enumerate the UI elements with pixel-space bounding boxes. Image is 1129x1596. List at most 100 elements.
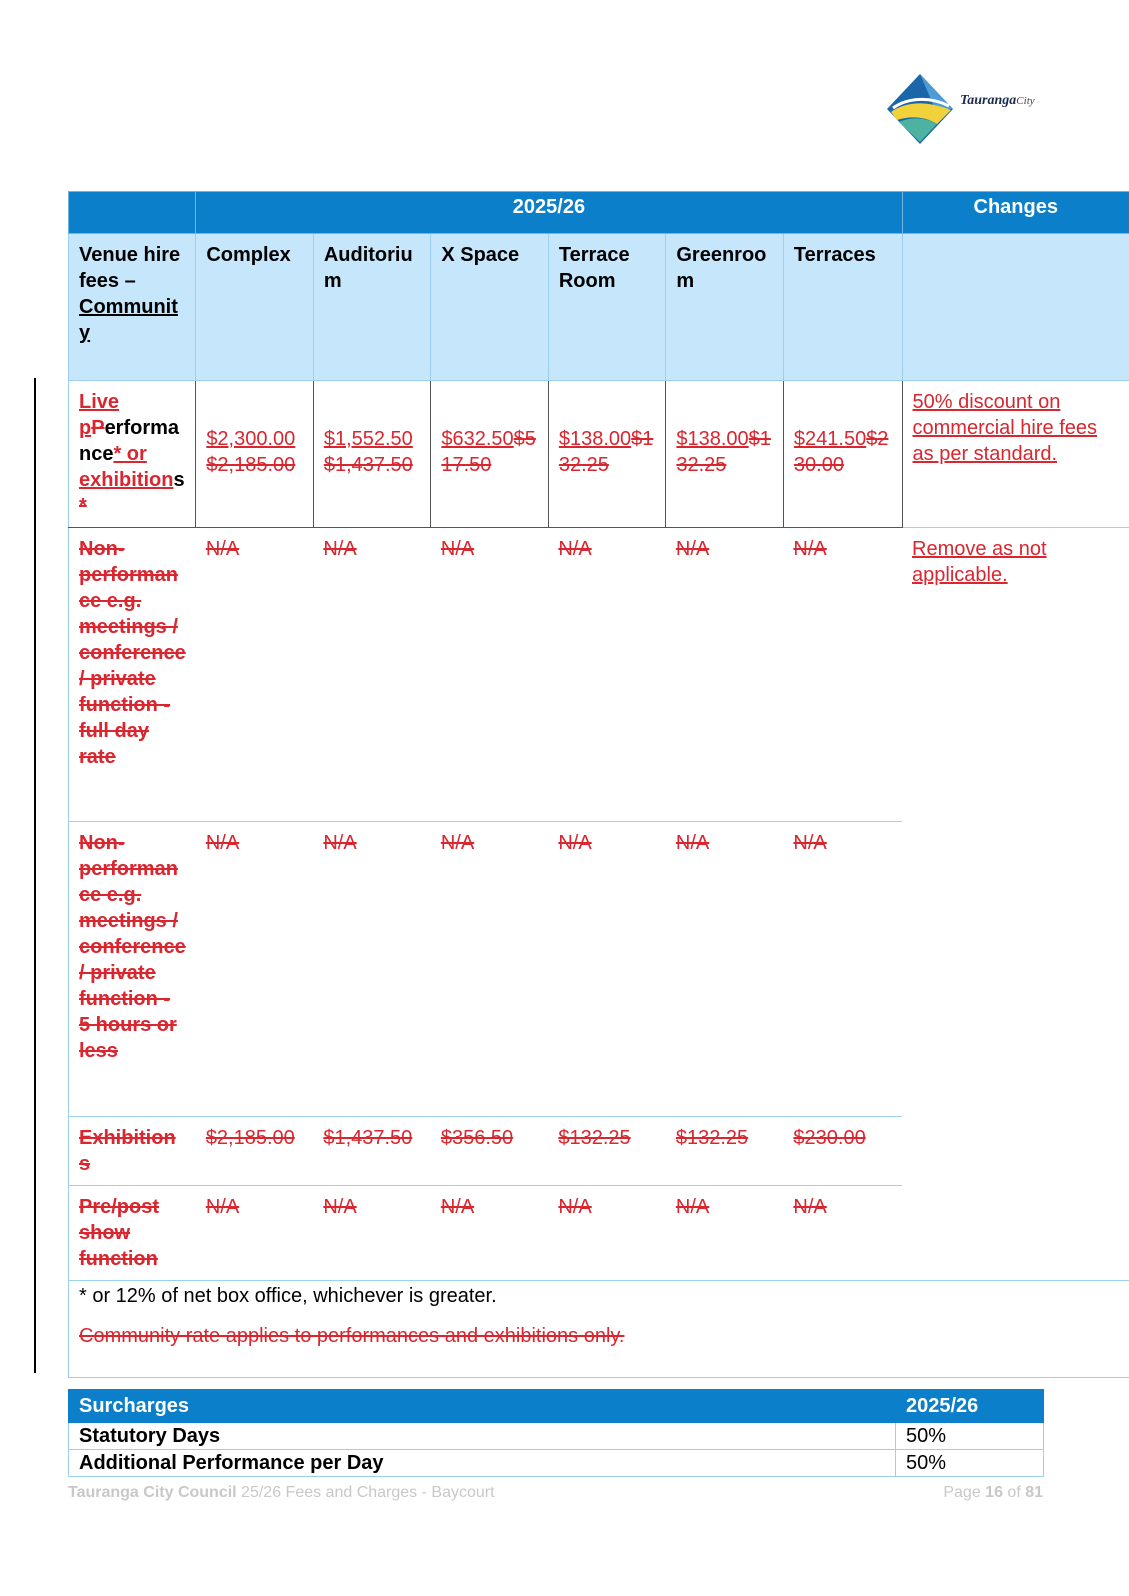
logo-city: City	[1016, 95, 1035, 107]
col-complex: Complex	[195, 233, 314, 381]
live-greenroom: $138.00$132.25	[665, 380, 784, 528]
table-row-live-performance: Live pPerformance* or exhibitions * $2,30…	[67, 380, 1129, 528]
deleted-row-label: Non-performance e.g. meetings / conferen…	[67, 821, 196, 1117]
label-del-p: P	[91, 417, 105, 439]
col-x-space: X Space	[430, 233, 549, 381]
label-s: s	[173, 469, 185, 491]
value-old: $230.00	[793, 428, 889, 476]
table-row: Additional Performance per Day 50%	[68, 1449, 1044, 1477]
header-blank	[67, 191, 197, 234]
year-header: 2025/26	[195, 191, 903, 234]
box-office-note: * or 12% of net box office, whichever is…	[79, 1285, 497, 1307]
page-current: 16	[985, 1484, 1003, 1501]
value-new: $2,300.00	[206, 428, 296, 450]
table-cell: N/A	[195, 821, 314, 1117]
table-cell: N/A	[548, 821, 666, 1117]
changes-header: Changes	[901, 191, 1129, 234]
surcharges-header-row: Surcharges 2025/26	[68, 1389, 1044, 1423]
value-old: $1,437.50	[323, 454, 413, 476]
value-old: $517.50	[441, 428, 536, 476]
table-cell: $356.50	[430, 1116, 549, 1186]
notes-cell: * or 12% of net box office, whichever is…	[68, 1280, 1129, 1378]
col-auditorium: Auditorium	[312, 233, 432, 381]
label-erformance: erformance	[79, 417, 180, 465]
table-notes-row: * or 12% of net box office, whichever is…	[68, 1280, 1129, 1378]
row-header-prefix: Venue hire fees –	[79, 244, 181, 292]
footer-org: Tauranga City Council	[68, 1484, 237, 1501]
table-cell: N/A	[783, 527, 903, 822]
table-cell: $132.25	[548, 1116, 666, 1186]
table-cell: N/A	[430, 1185, 549, 1281]
table-cell: N/A	[313, 1185, 431, 1281]
remove-note: Remove as not applicable.	[912, 538, 1047, 586]
logo-brand: Tauranga	[960, 93, 1017, 108]
live-performance-label: Live pPerformance* or exhibitions *	[67, 380, 197, 528]
value-old: $132.25	[558, 428, 654, 476]
logo-mark-icon	[887, 74, 953, 144]
deleted-row-label: Exhibitions	[67, 1116, 196, 1186]
col-terraces: Terraces	[782, 233, 903, 381]
surcharge-label: Statutory Days	[68, 1422, 896, 1450]
table-cell: $132.25	[665, 1116, 784, 1186]
table-row-deleted: Exhibitions $2,185.00 $1,437.50 $356.50 …	[67, 1116, 1129, 1186]
surcharge-value: 50%	[895, 1422, 1044, 1450]
value-new: $1,552.50	[323, 428, 413, 450]
table-cell: N/A	[313, 821, 431, 1117]
label-del-asterisk: *	[79, 495, 87, 517]
surcharge-label: Additional Performance per Day	[68, 1449, 896, 1477]
value-new: $138.00	[676, 428, 749, 450]
table-cell: N/A	[195, 527, 314, 822]
page-of: of	[1002, 1484, 1026, 1501]
row-header-label: Venue hire fees – Community	[67, 233, 197, 381]
header-row-year: 2025/26 Changes	[67, 191, 1129, 234]
surcharges-table: Surcharges 2025/26 Statutory Days 50% Ad…	[68, 1389, 1044, 1477]
table-cell: N/A	[783, 1185, 903, 1281]
deleted-change-note: Remove as not applicable.	[902, 527, 1129, 1281]
table-cell: N/A	[665, 527, 784, 822]
value-old: $132.25	[676, 428, 771, 476]
value-new: $632.50	[441, 428, 514, 450]
col-greenroom: Greenroom	[665, 233, 784, 381]
label-ins-p: p	[79, 417, 92, 439]
table-cell: N/A	[430, 527, 549, 822]
live-complex: $2,300.00 $2,185.00	[195, 380, 314, 528]
value-old: $2,185.00	[206, 454, 296, 476]
table-cell: N/A	[665, 821, 784, 1117]
row-header-community: Community	[79, 296, 178, 344]
surcharge-value: 50%	[895, 1449, 1044, 1477]
header-row-venues: Venue hire fees – Community Complex Audi…	[67, 233, 1129, 381]
deleted-row-label: Non-performance e.g. meetings / conferen…	[67, 527, 196, 822]
revision-bar	[34, 378, 36, 1373]
table-cell: N/A	[430, 821, 549, 1117]
table-cell: N/A	[783, 821, 903, 1117]
header-changes-blank	[901, 233, 1129, 381]
live-x-space: $632.50$517.50	[430, 380, 549, 528]
live-change-note: 50% discount on commercial hire fees as …	[901, 380, 1129, 528]
footer-doc: 25/26 Fees and Charges - Baycourt	[236, 1484, 495, 1501]
label-ins-exhibition: * or exhibition	[79, 443, 174, 491]
table-cell: $2,185.00	[195, 1116, 314, 1186]
table-cell: N/A	[313, 527, 431, 822]
table-cell: N/A	[195, 1185, 314, 1281]
page-total: 81	[1025, 1484, 1043, 1501]
footer-title: Tauranga City Council 25/26 Fees and Cha…	[68, 1484, 495, 1502]
logo-wordmark: TaurangaCity	[960, 93, 1035, 109]
col-terrace-room: Terrace Room	[547, 233, 667, 381]
table-row-deleted: Pre/post show function N/A N/A N/A N/A N…	[67, 1185, 1129, 1281]
deleted-row-label: Pre/post show function	[67, 1185, 196, 1281]
value-new: $241.50	[793, 428, 867, 450]
live-terrace-room: $138.00$132.25	[547, 380, 667, 528]
live-terraces: $241.50$230.00	[782, 380, 903, 528]
table-row-deleted: Non-performance e.g. meetings / conferen…	[67, 527, 1129, 1281]
footer-page-number: Page 16 of 81	[943, 1484, 1043, 1502]
table-cell: N/A	[548, 527, 666, 822]
value-new: $138.00	[558, 428, 632, 450]
page-prefix: Page	[943, 1484, 986, 1501]
live-auditorium: $1,552.50 $1,437.50	[312, 380, 432, 528]
surcharges-header: Surcharges	[68, 1389, 896, 1423]
table-cell: $230.00	[783, 1116, 903, 1186]
tauranga-city-logo	[885, 72, 1060, 146]
table-cell: $1,437.50	[313, 1116, 431, 1186]
table-row-deleted: Non-performance e.g. meetings / conferen…	[67, 821, 1129, 1117]
table-row: Statutory Days 50%	[68, 1422, 1044, 1450]
